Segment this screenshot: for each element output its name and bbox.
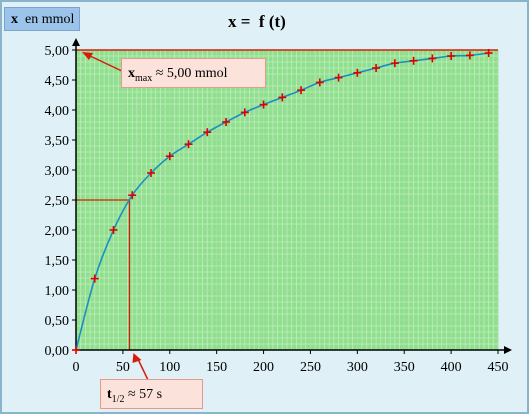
y-axis-label: x en mmol [4,7,80,31]
data-point [72,346,80,354]
y-tick-label: 4,00 [45,104,70,119]
xmax-sub: max [135,72,153,84]
thalf-var: t [107,387,112,402]
data-point [372,64,381,72]
x-tick-label: 350 [394,360,415,375]
data-point [90,274,99,283]
x-tick-label: 450 [488,360,509,375]
data-points [72,49,493,354]
data-point [334,73,343,82]
x-tick-label: 250 [300,360,321,375]
xmax-text: ≈ 5,00 mmol [152,66,228,81]
data-point [465,51,474,60]
data-point [128,191,137,200]
thalf-arrow-head [132,353,142,363]
y-tick-label: 5,00 [45,44,70,59]
y-axis-variable: x [11,12,18,27]
y-tick-label: 1,50 [45,254,70,269]
thalf-text: ≈ 57 s [124,387,163,402]
data-point [203,128,212,137]
data-point [353,68,362,77]
thalf-arrow-line [136,357,149,381]
y-tick-label: 1,00 [45,284,70,299]
x-tick-label: 100 [159,360,180,375]
x-tick-label: 300 [347,360,368,375]
data-point [390,59,399,68]
xmax-arrow-head [82,52,93,60]
y-tick-label: 3,50 [45,134,70,149]
y-axis-arrow [72,38,80,46]
x-tick-label: 400 [441,360,462,375]
xmax-arrow-line [87,54,125,73]
x-tick-label: 0 [73,360,80,375]
y-tick-label: 0,50 [45,314,70,329]
y-tick-label: 2,50 [45,194,70,209]
x-tick-label: 200 [253,360,274,375]
data-point [428,54,437,63]
data-point [109,226,118,234]
xmax-var: x [128,66,135,81]
data-point [409,56,418,65]
data-point [184,140,193,149]
data-point [447,52,456,60]
data-point [165,152,174,161]
y-axis-unit: en mmol [25,12,75,27]
x-tick-label: 150 [206,360,227,375]
thalf-callout: t1/2 ≈ 57 s [100,379,203,409]
data-point [222,118,231,126]
chart-title: x = f (t) [228,12,286,31]
thalf-sub: 1/2 [111,393,125,405]
x-tick-label: 50 [116,360,130,375]
x-axis-arrow [504,346,512,354]
y-tick-label: 4,50 [45,74,70,89]
y-tick-label: 3,00 [45,164,70,179]
data-point [147,169,156,177]
data-point [484,49,493,57]
xmax-callout: xmax ≈ 5,00 mmol [121,58,266,88]
y-tick-label: 2,00 [45,224,70,239]
data-point [315,78,324,87]
data-point [297,86,306,95]
data-point [240,108,249,117]
data-point [278,93,287,102]
data-point [259,100,268,109]
y-tick-label: 0,00 [45,344,70,359]
